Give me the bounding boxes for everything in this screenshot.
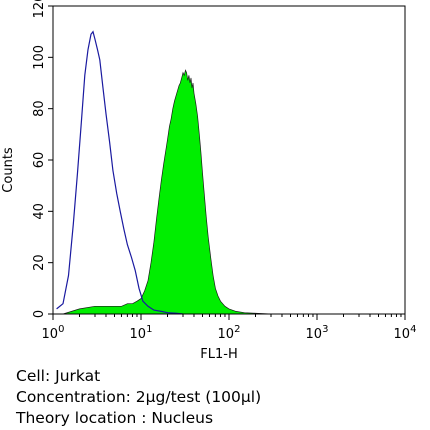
caption-cell: Cell: Jurkat [16,367,101,385]
y-axis-label: Counts [1,147,16,193]
y-tick-label: 40 [32,203,47,220]
y-tick-label: 60 [32,152,47,169]
plot-frame [52,5,406,315]
y-tick-label: 120 [32,0,47,18]
x-tick-label: 102 [218,324,241,342]
y-tick-label: 100 [32,45,47,70]
caption-concentration: Concentration: 2μg/test (100μl) [16,388,262,406]
x-axis: 100 101 102 103 104 [42,314,417,342]
outline-histogram-series [56,30,184,315]
flow-cytometry-histogram: 0 20 40 60 80 100 120 100 101 102 103 104 FL1-H Co… [1,0,417,360]
x-tick-label: 101 [130,324,153,342]
x-tick-label: 100 [42,324,65,342]
caption-location: Theory location : Nucleus [16,409,214,427]
x-axis-label: FL1-H [200,347,237,360]
filled-histogram-series [62,69,272,315]
y-axis: 0 20 40 60 80 100 120 [32,0,53,318]
y-tick-label: 80 [32,100,47,117]
y-tick-label: 0 [32,310,47,318]
plot-area [56,30,272,315]
y-tick-label: 20 [32,254,47,271]
x-tick-label: 103 [306,324,329,342]
x-tick-label: 104 [394,324,417,342]
